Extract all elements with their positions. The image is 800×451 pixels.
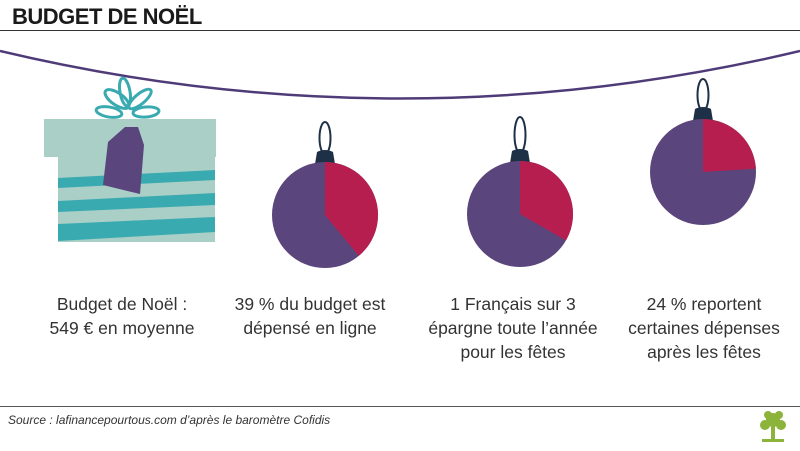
- page-title: BUDGET DE NOËL: [12, 4, 202, 29]
- source-note: Source : lafinancepourtous.com d’après l…: [8, 413, 331, 427]
- ornament-hook-3: [696, 78, 710, 112]
- title-divider: [0, 30, 800, 31]
- pie-slice-highlight-3: [703, 119, 756, 172]
- caption-gift: Budget de Noël : 549 € en moyenne: [49, 294, 195, 338]
- ornament-cap-1: [315, 150, 335, 164]
- gift-tag-icon: [103, 127, 144, 194]
- ornament-cap-2: [510, 149, 530, 163]
- caption-online: 39 % du budget est dépensé en ligne: [234, 294, 386, 338]
- caption-savings: 1 Français sur 3 épargne toute l’année p…: [428, 294, 598, 362]
- gift-box-icon: [44, 76, 216, 242]
- ornament-hook-1: [318, 121, 332, 155]
- source-divider: [0, 406, 800, 407]
- gift-bow-icon: [94, 76, 161, 119]
- pie-slice-highlight-1: [325, 162, 378, 256]
- ornament-cap-3: [693, 107, 713, 121]
- pie-slice-highlight-2: [520, 161, 573, 241]
- caption-postpone: 24 % reportent certaines dépenses après …: [628, 294, 780, 362]
- tree-icon: [760, 411, 786, 442]
- garland-string: [0, 49, 800, 100]
- ornament-hook-2: [513, 116, 527, 154]
- ornament-pies: [272, 78, 756, 268]
